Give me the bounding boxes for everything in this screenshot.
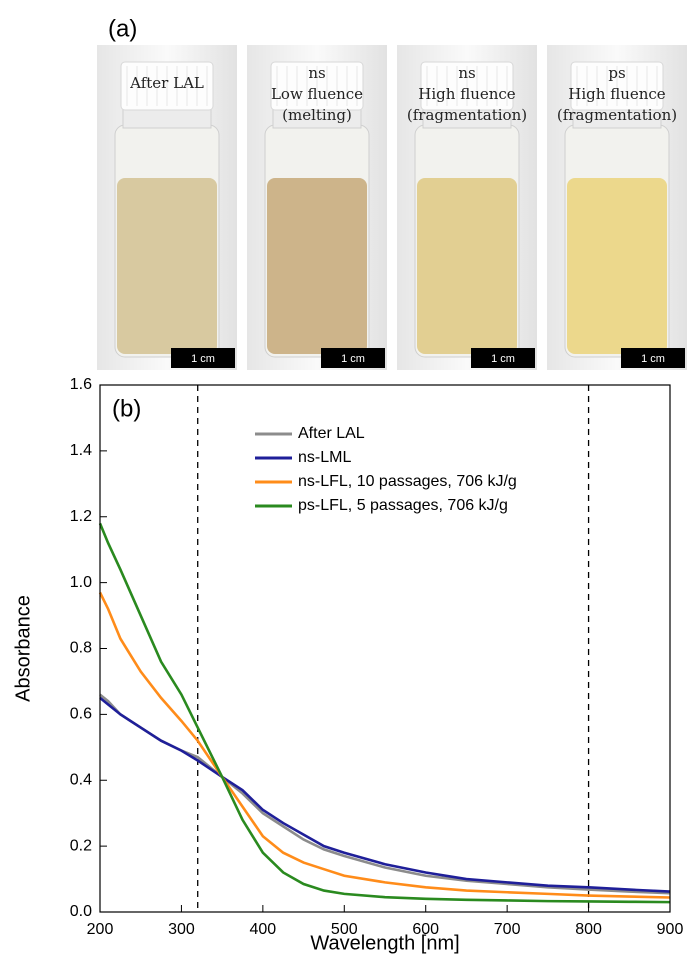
vial-liquid [117,178,217,354]
x-tick-label: 400 [250,921,277,938]
y-tick-label: 0.6 [70,706,92,723]
legend-label: ns-LML [298,449,351,466]
x-tick-label: 700 [494,921,521,938]
scale-bar-label: 1 cm [341,353,365,365]
vial-label: ps [608,64,625,82]
panel-label: (a) [108,15,137,42]
x-tick-label: 200 [87,921,114,938]
legend-label: ps-LFL, 5 passages, 706 kJ/g [298,497,508,514]
vial-label: High fluence [418,85,516,103]
y-tick-label: 1.4 [70,442,92,459]
vial-label: (fragmentation) [557,106,677,124]
series-line [100,593,670,898]
x-axis-label: Wavelength [nm] [310,932,459,954]
vial-label: (melting) [282,106,352,124]
vial-liquid [567,178,667,354]
scale-bar-label: 1 cm [641,353,665,365]
vial-label: After LAL [129,74,204,92]
y-tick-label: 1.6 [70,376,92,393]
y-tick-label: 0.2 [70,837,92,854]
panel-label: (b) [112,395,141,422]
x-tick-label: 800 [575,921,602,938]
legend-label: ns-LFL, 10 passages, 706 kJ/g [298,473,517,490]
x-tick-label: 300 [168,921,195,938]
vial-label: (fragmentation) [407,106,527,124]
scale-bar-label: 1 cm [491,353,515,365]
figure: (a) After LAL 1 cm ns Low fluence (melting) 1… [0,0,692,954]
y-tick-label: 0.0 [70,903,92,920]
vial-liquid [267,178,367,354]
vial-label: ns [458,64,475,82]
scale-bar-label: 1 cm [191,353,215,365]
y-tick-label: 1.0 [70,574,92,591]
legend-label: After LAL [298,425,365,442]
vial-label: Low fluence [271,85,363,103]
y-tick-label: 1.2 [70,508,92,525]
y-axis-label: Absorbance [12,595,34,702]
vial-label: ns [308,64,325,82]
vial-liquid [417,178,517,354]
vial-neck [123,108,211,128]
x-tick-label: 900 [657,921,684,938]
plot-frame [100,385,670,912]
y-tick-label: 0.4 [70,771,92,788]
y-tick-label: 0.8 [70,640,92,657]
series-line [100,523,670,902]
vial-label: High fluence [568,85,666,103]
